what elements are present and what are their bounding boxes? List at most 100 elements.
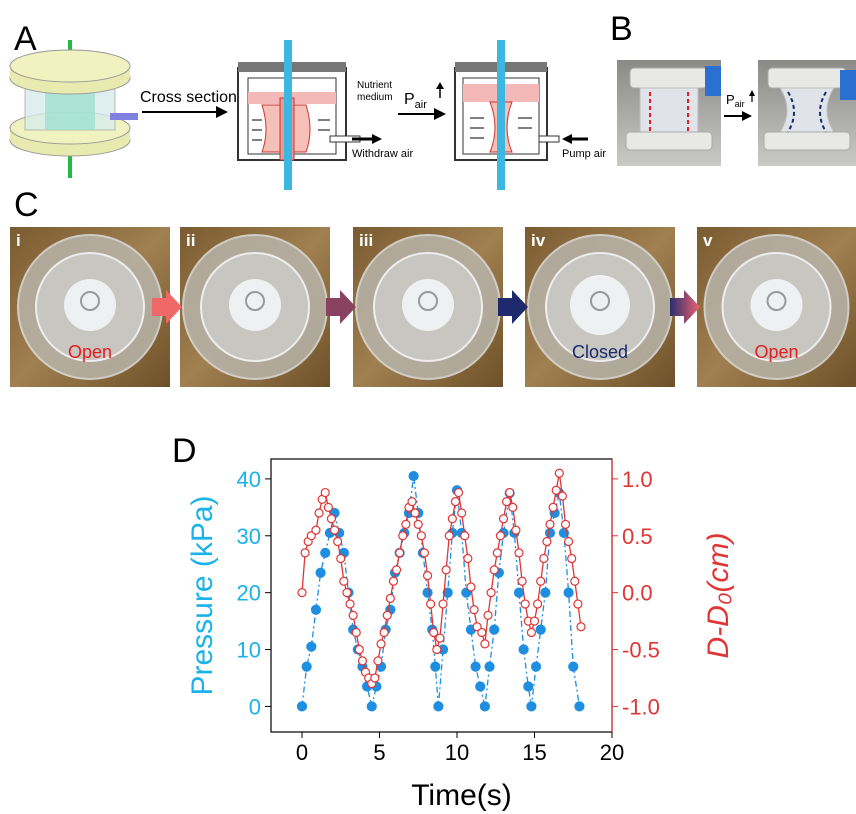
data-point <box>512 526 520 534</box>
data-point <box>487 589 495 597</box>
data-point <box>451 498 459 506</box>
data-point <box>386 594 394 602</box>
panel-label: D <box>172 432 197 470</box>
data-point <box>575 702 584 711</box>
data-point <box>424 572 432 580</box>
data-point <box>423 588 432 597</box>
data-point <box>509 503 517 511</box>
data-point <box>371 674 379 682</box>
state-label: Open <box>754 342 798 362</box>
data-point <box>562 520 570 528</box>
data-point <box>481 640 489 648</box>
annotation: Pump air <box>562 148 606 160</box>
data-point <box>367 702 376 711</box>
data-point <box>480 702 489 711</box>
frame-label: v <box>703 231 713 250</box>
data-point <box>301 549 309 557</box>
annotation: Nutrient <box>357 80 392 91</box>
annotation: Pair <box>726 92 745 109</box>
data-point <box>327 515 335 523</box>
data-point <box>470 606 478 614</box>
data-point <box>321 489 329 497</box>
photo-detail <box>570 275 630 335</box>
data-point <box>564 588 573 597</box>
data-point <box>464 555 472 563</box>
state-label: Closed <box>572 342 628 362</box>
data-point <box>393 566 401 574</box>
frame-label: iv <box>531 231 546 250</box>
data-point <box>312 526 320 534</box>
data-point <box>331 526 339 534</box>
x-tick-label: 15 <box>522 740 546 765</box>
y-tick-label: 20 <box>237 581 261 606</box>
data-point <box>298 589 306 597</box>
data-point <box>377 640 385 648</box>
panel-label: A <box>14 20 37 58</box>
y-tick-label: 30 <box>237 524 261 549</box>
data-point <box>414 520 422 528</box>
y-axis-label: Pressure (kPa) <box>186 495 219 695</box>
y2-tick-label: -1.0 <box>622 694 660 719</box>
annotation: air <box>735 99 745 109</box>
data-point <box>541 588 550 597</box>
data-point <box>402 520 410 528</box>
data-point <box>349 611 357 619</box>
data-point <box>346 600 354 608</box>
data-point <box>343 589 351 597</box>
x-axis-label: Time(s) <box>411 779 512 812</box>
data-point <box>433 646 441 654</box>
arrow <box>142 106 228 118</box>
data-point <box>380 628 388 636</box>
figure: A B C D Cross section Nutrient medium <box>0 0 856 814</box>
data-point <box>490 625 499 634</box>
data-point <box>534 600 542 608</box>
data-point <box>577 623 585 631</box>
data-point <box>374 657 382 665</box>
panel-label: C <box>14 186 39 224</box>
data-point <box>358 657 366 665</box>
y-tick-label: 10 <box>237 638 261 663</box>
annotation: Cross section <box>140 89 237 106</box>
data-point <box>399 532 407 540</box>
data-point <box>540 555 548 563</box>
data-point <box>302 662 311 671</box>
annotation: Withdraw air <box>352 148 413 160</box>
state-label: Open <box>68 342 112 362</box>
panel-label: B <box>610 10 633 48</box>
y2-axis-label: D-D₀(cm) <box>702 533 735 659</box>
data-point <box>518 577 526 585</box>
data-point <box>334 537 342 545</box>
device-illustration <box>10 40 138 178</box>
data-point <box>493 549 501 557</box>
y2-tick-label: 1.0 <box>622 467 653 492</box>
frame-label: iii <box>359 231 373 250</box>
x-tick-label: 5 <box>373 740 385 765</box>
data-point <box>565 537 573 545</box>
data-point <box>555 469 563 477</box>
cross-section <box>455 40 588 190</box>
photo-detail <box>751 279 803 331</box>
data-point <box>537 577 545 585</box>
data-point <box>315 509 323 517</box>
x-tick-label: 20 <box>600 740 624 765</box>
data-point <box>536 625 545 634</box>
data-point <box>461 532 469 540</box>
y2-tick-label: 0.0 <box>622 581 653 606</box>
annotation: P <box>726 92 735 107</box>
data-point <box>571 577 579 585</box>
data-point <box>569 662 578 671</box>
data-point <box>484 611 492 619</box>
data-point <box>519 645 528 654</box>
photo <box>758 60 856 166</box>
data-point <box>411 509 419 517</box>
data-point <box>427 600 435 608</box>
data-point <box>490 566 498 574</box>
data-point <box>546 520 554 528</box>
data-point <box>396 549 404 557</box>
data-point <box>476 682 485 691</box>
data-point <box>408 498 416 506</box>
data-point <box>568 555 576 563</box>
data-point <box>496 532 504 540</box>
photo-detail <box>64 279 116 331</box>
data-point <box>340 577 348 585</box>
